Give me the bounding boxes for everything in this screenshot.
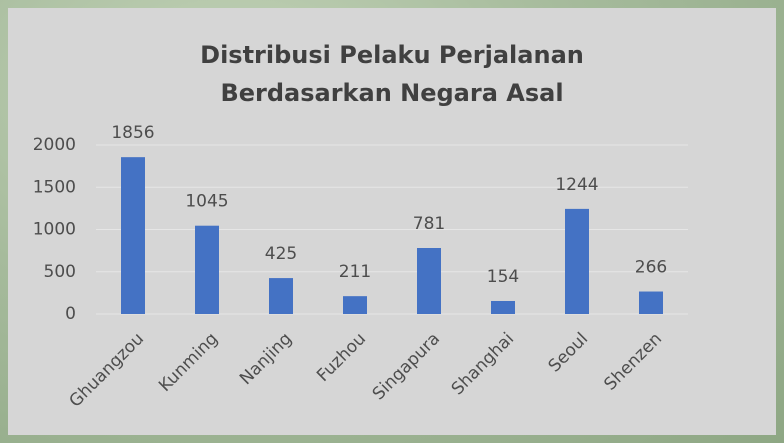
x-tick-label: Singapura xyxy=(369,329,444,404)
bar xyxy=(565,208,589,314)
data-label: 154 xyxy=(487,267,519,287)
bar xyxy=(121,157,145,314)
x-tick-label: Shenzen xyxy=(600,329,666,395)
data-label: 211 xyxy=(339,262,371,282)
chart-title: Distribusi Pelaku Perjalanan Berdasarkan… xyxy=(200,41,584,107)
x-tick-label: Seoul xyxy=(545,329,592,376)
y-tick-label: 2000 xyxy=(33,135,76,155)
bar xyxy=(195,225,219,314)
y-tick-label: 1000 xyxy=(33,220,76,240)
data-label: 425 xyxy=(265,244,297,264)
data-label: 266 xyxy=(635,258,667,278)
x-tick-label: Nanjing xyxy=(236,329,296,389)
x-tick-label: Ghuangzou xyxy=(65,329,148,412)
y-tick-label: 1500 xyxy=(33,177,76,197)
data-label: 1244 xyxy=(555,175,598,195)
data-label: 1856 xyxy=(111,123,154,143)
x-tick-label: Shanghai xyxy=(448,329,518,399)
data-label: 781 xyxy=(413,214,445,234)
bar xyxy=(491,300,515,314)
x-tick-label: Kunming xyxy=(155,329,222,396)
bar xyxy=(639,291,663,314)
x-tick-label: Fuzhou xyxy=(313,329,370,386)
bar xyxy=(343,296,367,314)
bar xyxy=(417,248,441,314)
y-tick-label: 500 xyxy=(44,262,76,282)
data-label: 1045 xyxy=(185,192,228,212)
bar xyxy=(269,278,293,314)
y-tick-label: 0 xyxy=(65,304,76,324)
